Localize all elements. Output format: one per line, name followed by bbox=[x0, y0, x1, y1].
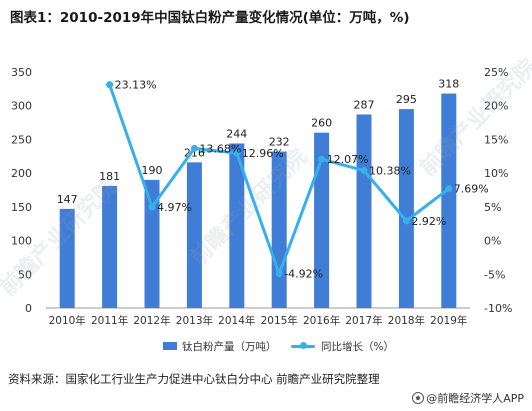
chart-title: 图表1：2010-2019年中国钛白粉产量变化情况(单位：万吨，%) bbox=[10, 10, 410, 26]
left-axis: 0 50 100 150 200 250 300 350 bbox=[11, 66, 32, 315]
legend-line-label: 同比增长（%） bbox=[321, 341, 394, 353]
line-value-label: 2.92% bbox=[411, 215, 446, 228]
right-tick-label: 15% bbox=[484, 133, 508, 146]
left-tick-label: 100 bbox=[11, 235, 32, 248]
bar bbox=[102, 185, 118, 308]
line-value-label: 12.96% bbox=[242, 147, 284, 160]
right-tick-label: -10% bbox=[484, 302, 512, 315]
line-value-label: 12.07% bbox=[327, 153, 369, 166]
left-tick-label: 350 bbox=[11, 66, 32, 79]
x-tick-label: 2010年 bbox=[49, 314, 86, 327]
x-tick-label: 2018年 bbox=[388, 314, 425, 327]
line-point bbox=[106, 81, 114, 89]
x-tick-label: 2015年 bbox=[261, 314, 298, 327]
brand-icon bbox=[412, 392, 425, 404]
bar-value-label: 244 bbox=[226, 127, 247, 140]
x-tick-label: 2012年 bbox=[133, 314, 170, 327]
bar bbox=[229, 143, 245, 308]
line-value-label: 23.13% bbox=[115, 79, 157, 92]
left-tick-label: 50 bbox=[18, 268, 32, 281]
bar-value-label: 318 bbox=[438, 78, 459, 91]
line-swatch-dot bbox=[300, 342, 307, 349]
x-tick-label: 2011年 bbox=[91, 314, 128, 327]
x-tick-label: 2014年 bbox=[218, 314, 255, 327]
right-tick-label: -5% bbox=[484, 268, 505, 281]
line-point bbox=[318, 155, 326, 163]
right-tick-label: 5% bbox=[484, 201, 501, 214]
bar-value-label: 190 bbox=[142, 164, 163, 177]
line-point bbox=[275, 270, 283, 278]
x-tick-label: 2019年 bbox=[430, 314, 467, 327]
brand-text: @前瞻经济学人APP bbox=[426, 392, 524, 405]
bar bbox=[398, 109, 414, 308]
line-value-label: 10.38% bbox=[369, 165, 411, 178]
x-tick-label: 2013年 bbox=[176, 314, 213, 327]
source-note: 资料来源：国家化工行业生产力促进中心钛白分中心 前瞻产业研究院整理 bbox=[8, 372, 380, 386]
left-tick-label: 300 bbox=[11, 100, 32, 113]
bar-series bbox=[59, 93, 457, 308]
line-value-label: 13.68% bbox=[199, 142, 241, 155]
x-tick-label: 2016年 bbox=[303, 314, 340, 327]
legend-item-line: 同比增长（%） bbox=[291, 339, 394, 354]
line-point bbox=[445, 185, 453, 193]
line-value-label: -4.92% bbox=[284, 268, 323, 281]
left-tick-label: 0 bbox=[25, 302, 32, 315]
line-series bbox=[106, 81, 453, 278]
line-value-labels: 23.13% 4.97% 13.68% 12.96% -4.92% 12.07%10.38… bbox=[115, 79, 489, 281]
bar-value-label: 181 bbox=[99, 170, 120, 183]
bar bbox=[314, 132, 330, 308]
line-point bbox=[148, 203, 156, 211]
bar bbox=[144, 179, 160, 308]
line-point bbox=[190, 144, 198, 152]
right-axis: -10% -5% 0% 5% 10% 15% 20% 25% bbox=[484, 66, 512, 315]
x-tick-label: 2017年 bbox=[345, 314, 382, 327]
legend-bar-label: 钛白粉产量（万吨） bbox=[182, 341, 277, 353]
legend-item-bar: 钛白粉产量（万吨） bbox=[163, 339, 277, 354]
right-tick-label: 0% bbox=[484, 235, 501, 248]
bar bbox=[271, 151, 287, 308]
bar bbox=[441, 93, 457, 308]
bar-value-label: 287 bbox=[354, 98, 375, 111]
bar-value-label: 147 bbox=[57, 193, 78, 206]
bar-swatch bbox=[163, 342, 177, 350]
bar-value-label: 232 bbox=[269, 136, 290, 149]
line-point bbox=[233, 149, 241, 157]
line-value-label: 4.97% bbox=[157, 201, 192, 214]
line-point bbox=[360, 167, 368, 175]
bar-value-label: 295 bbox=[396, 93, 417, 106]
line-point bbox=[402, 217, 410, 225]
left-tick-label: 250 bbox=[11, 133, 32, 146]
line-value-label: 7.69% bbox=[454, 183, 489, 196]
bar bbox=[186, 162, 202, 308]
left-tick-label: 200 bbox=[11, 167, 32, 180]
bar bbox=[59, 208, 75, 308]
brand-label: @前瞻经济学人APP bbox=[412, 390, 524, 406]
legend: 钛白粉产量（万吨） 同比增长（%） bbox=[0, 339, 532, 353]
bar bbox=[356, 114, 372, 308]
right-tick-label: 10% bbox=[484, 167, 508, 180]
x-axis-labels: 2010年 2011年 2012年 2013年 2014年 2015年 2016年 2017年… bbox=[49, 314, 468, 327]
bar-value-label: 260 bbox=[311, 117, 332, 130]
right-tick-label: 25% bbox=[484, 66, 508, 79]
right-tick-label: 20% bbox=[484, 100, 508, 113]
left-tick-label: 150 bbox=[11, 201, 32, 214]
